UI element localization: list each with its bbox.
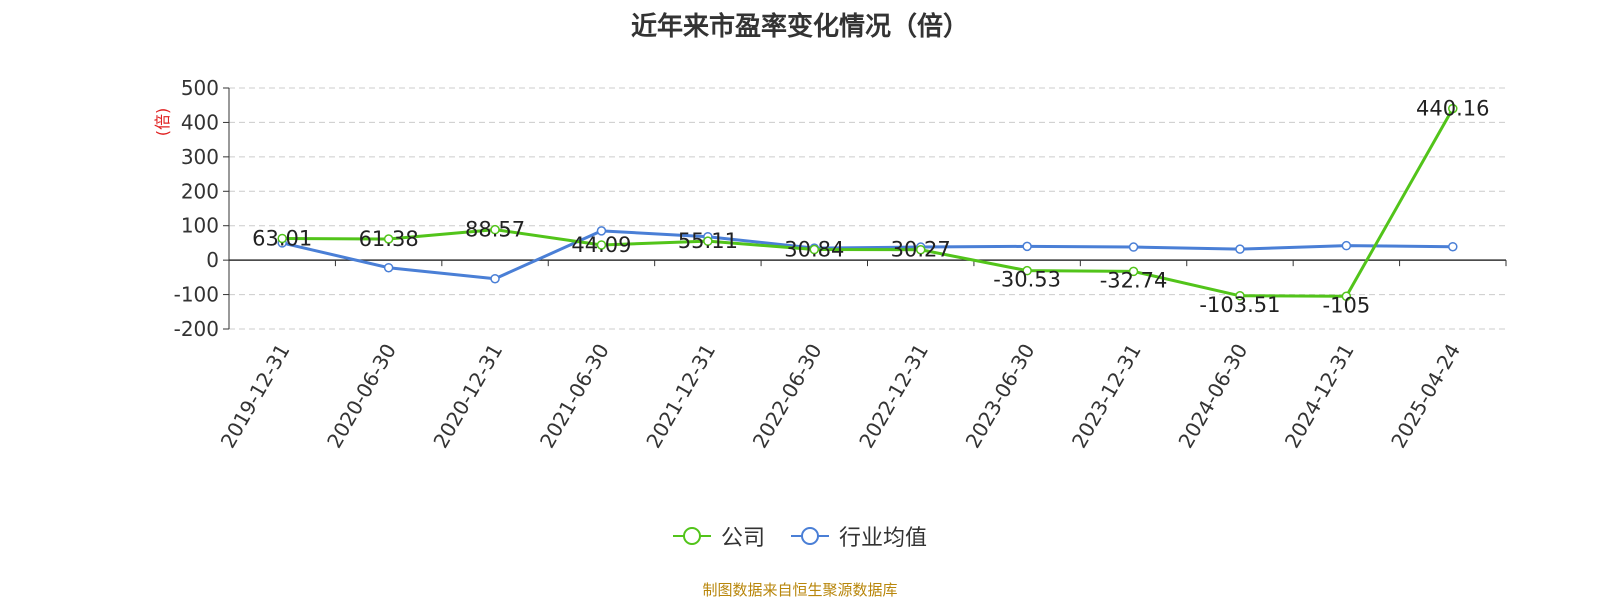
data-point-industry-average (1128, 242, 1139, 252)
data-point-industry-average (1448, 241, 1458, 252)
data-point-company (596, 240, 607, 250)
data-point-industry-average (1341, 240, 1352, 251)
data-point-company (383, 234, 394, 244)
data-point-company (1235, 291, 1245, 301)
legend-label-industry-average: 行业均值 (839, 526, 928, 551)
grid-lines (229, 87, 1506, 330)
series-line-company (282, 107, 1455, 298)
data-point-company (809, 244, 820, 255)
x-tick-label: 2023-06-30 (961, 340, 1040, 453)
y-axis-label: (倍) (153, 108, 172, 137)
data-point-company (703, 236, 713, 246)
legend: 公司 行业均值 (0, 520, 1600, 552)
data-point-industry-average (1022, 241, 1032, 252)
data-point-industry-average (383, 262, 394, 273)
x-tick-label: 2024-06-30 (1173, 340, 1252, 453)
x-tick-label: 2025-04-24 (1386, 340, 1465, 453)
data-label: -105 (1323, 293, 1371, 317)
legend-line-circle-icon (791, 527, 829, 545)
x-tick-label: 2019-12-31 (216, 340, 295, 453)
data-label: 440.16 (1416, 97, 1489, 121)
data-point-company (1128, 266, 1139, 277)
legend-item-industry-average[interactable]: 行业均值 (791, 520, 927, 552)
data-point-company (1448, 103, 1458, 114)
series (277, 103, 1458, 302)
y-tick-label: -200 (174, 317, 219, 341)
y-tick-label: 100 (181, 214, 219, 238)
data-label: 44.09 (571, 233, 631, 257)
y-tick-label: 0 (206, 248, 219, 272)
data-point-industry-average (596, 226, 607, 236)
legend-label-company: 公司 (720, 526, 765, 551)
y-tick-label: 400 (181, 110, 219, 134)
data-labels: 63.01 61.38 88.57 44.09 55.11 30.84 30.27 -30.5… (252, 97, 1489, 318)
legend-item-company[interactable]: 公司 (672, 520, 765, 552)
x-tick-label: 2021-06-30 (535, 340, 614, 453)
data-point-company (1341, 291, 1352, 302)
y-tick-label: 500 (181, 76, 219, 100)
data-point-industry-average (1235, 244, 1245, 254)
x-tick-label: 2020-12-31 (428, 339, 507, 452)
data-point-company (277, 233, 287, 244)
data-label: -32.74 (1100, 268, 1168, 292)
x-tick-label: 2021-12-31 (641, 340, 720, 453)
series-line-industry-average (281, 229, 1453, 281)
data-label: 30.84 (784, 238, 844, 262)
data-point-company (915, 244, 926, 255)
y-tick-label: 300 (181, 145, 219, 169)
legend-line-circle-icon (672, 527, 711, 545)
data-label: -103.51 (1199, 293, 1280, 317)
data-point-industry-average (490, 273, 500, 284)
data-label: 88.57 (465, 218, 525, 242)
y-tick-label: 200 (181, 179, 219, 203)
chart-title: 近年来市盈率变化情况（倍） (630, 12, 969, 42)
data-label: 30.27 (891, 238, 951, 262)
x-tick-label: 2020-06-30 (322, 340, 401, 453)
x-tick-label: 2023-12-31 (1067, 340, 1146, 453)
data-label: 63.01 (252, 226, 312, 250)
y-tick-label: -100 (174, 283, 219, 307)
x-tick-label: 2022-06-30 (748, 340, 827, 453)
data-label: -30.53 (993, 268, 1061, 292)
data-point-company (490, 224, 500, 235)
data-label: 61.38 (359, 227, 419, 251)
x-tick-label: 2024-12-31 (1280, 340, 1359, 453)
data-point-company (1022, 265, 1032, 276)
x-tick-label: 2022-12-31 (854, 339, 933, 452)
data-label: 55.11 (678, 229, 738, 253)
source-note: 制图数据来自恒生聚源数据库 (702, 581, 898, 599)
